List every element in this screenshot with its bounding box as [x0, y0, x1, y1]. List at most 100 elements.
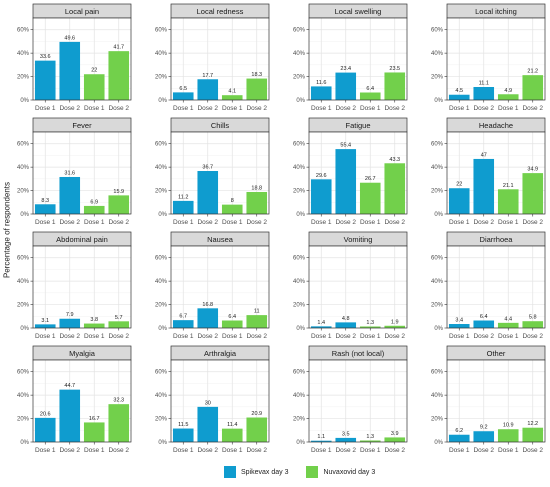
data-label: 33.6	[40, 54, 51, 60]
data-label: 21.2	[527, 69, 538, 75]
bar-chills-3	[221, 204, 243, 214]
data-label: 21.1	[503, 183, 514, 189]
panel-border-rash-not-local	[308, 359, 408, 443]
y-tick-label: 40%	[17, 279, 30, 285]
panel-border-arthralgia	[170, 359, 270, 443]
panel-title-vomiting: Vomiting	[344, 235, 373, 244]
panel-background-nausea	[171, 246, 269, 328]
data-label: 22	[91, 68, 97, 74]
x-tick-label: Dose 2	[59, 447, 80, 454]
y-tick-label: 60%	[155, 256, 168, 262]
data-label: 8	[231, 198, 234, 204]
panel-border-local-redness	[170, 17, 270, 101]
data-label: 15.9	[113, 189, 124, 195]
data-label: 3.5	[342, 431, 350, 437]
bar-local-redness-3	[221, 95, 243, 100]
y-tick-label: 0%	[296, 212, 305, 218]
y-tick-label: 40%	[155, 51, 168, 57]
y-tick-label: 20%	[293, 303, 306, 309]
bar-abdominal-pain-4	[108, 321, 130, 328]
x-tick-label: Dose 1	[35, 447, 56, 454]
panel-title-rash-not-local: Rash (not local)	[332, 349, 385, 358]
y-tick-label: 0%	[434, 326, 443, 332]
bar-headache-2	[473, 158, 495, 214]
x-tick-label: Dose 2	[108, 219, 129, 226]
panel-title-arthralgia: Arthralgia	[204, 349, 237, 358]
y-tick-label: 0%	[296, 98, 305, 104]
bar-rash-not-local-4	[384, 437, 406, 442]
panel-border-chills	[170, 131, 270, 215]
x-tick-label: Dose 2	[384, 105, 405, 112]
y-tick-label: 40%	[431, 51, 444, 57]
x-tick-label: Dose 2	[522, 105, 543, 112]
panel-border-other	[446, 359, 546, 443]
y-tick-label: 40%	[155, 393, 168, 399]
bar-headache-1	[448, 188, 470, 214]
y-tick-label: 20%	[155, 417, 168, 423]
bar-myalgia-3	[83, 422, 105, 442]
y-tick-label: 60%	[155, 28, 168, 34]
bar-fatigue-3	[359, 182, 381, 214]
data-label: 4.9	[504, 88, 512, 94]
panel-title-fatigue: Fatigue	[345, 121, 370, 130]
y-tick-label: 20%	[17, 303, 30, 309]
data-label: 11.5	[178, 422, 188, 428]
y-tick-label: 40%	[431, 393, 444, 399]
data-label: 6.4	[480, 314, 488, 320]
bar-fatigue-2	[335, 149, 357, 214]
data-label: 3.8	[90, 317, 98, 323]
y-tick-label: 60%	[293, 142, 306, 148]
y-tick-label: 60%	[293, 28, 306, 34]
data-label: 23.5	[389, 66, 400, 72]
bar-rash-not-local-3	[359, 440, 381, 442]
panel-title-other: Other	[487, 349, 506, 358]
y-tick-label: 60%	[431, 370, 444, 376]
data-label: 6.7	[179, 314, 187, 320]
panel-title-myalgia: Myalgia	[69, 349, 96, 358]
y-tick-label: 0%	[158, 440, 167, 446]
data-label: 22	[456, 182, 462, 188]
y-tick-label: 20%	[155, 75, 168, 81]
x-tick-label: Dose 2	[246, 333, 267, 340]
bar-local-swelling-1	[310, 86, 332, 100]
legend-label-spikevax: Spikevax day 3	[241, 468, 289, 476]
y-tick-label: 40%	[293, 165, 306, 171]
data-label: 16.7	[89, 416, 100, 422]
y-tick-label: 60%	[17, 28, 30, 34]
data-label: 36.7	[202, 165, 213, 171]
data-label: 29.6	[316, 173, 327, 179]
bar-nausea-2	[197, 308, 219, 328]
data-label: 3.9	[391, 431, 399, 437]
panel-border-headache	[446, 131, 546, 215]
y-tick-label: 40%	[293, 393, 306, 399]
bar-local-redness-2	[197, 79, 219, 100]
bar-headache-3	[497, 189, 519, 214]
data-label: 4.1	[228, 89, 236, 95]
y-tick-label: 0%	[158, 326, 167, 332]
legend-label-nuvaxovid: Nuvaxovid day 3	[323, 468, 376, 476]
data-label: 9.2	[480, 425, 488, 431]
x-tick-label: Dose 1	[311, 333, 332, 340]
bar-other-2	[473, 431, 495, 442]
y-tick-label: 20%	[17, 417, 30, 423]
y-tick-label: 20%	[155, 303, 168, 309]
x-tick-label: Dose 2	[59, 333, 80, 340]
bar-local-redness-1	[172, 92, 194, 100]
x-tick-label: Dose 2	[108, 447, 129, 454]
y-tick-label: 40%	[17, 165, 30, 171]
y-tick-label: 0%	[20, 326, 29, 332]
x-tick-label: Dose 2	[197, 105, 218, 112]
panel-border-nausea	[170, 245, 270, 329]
panel-title-diarrhoea: Diarrhoea	[480, 235, 514, 244]
x-tick-label: Dose 1	[360, 105, 381, 112]
data-label: 31.6	[64, 170, 75, 176]
data-label: 47	[481, 152, 487, 158]
x-tick-label: Dose 1	[84, 333, 105, 340]
panel-background-diarrhoea	[447, 246, 545, 328]
x-tick-label: Dose 2	[197, 447, 218, 454]
data-label: 4.4	[504, 316, 512, 322]
bar-arthralgia-4	[246, 417, 268, 442]
y-tick-label: 20%	[293, 75, 306, 81]
